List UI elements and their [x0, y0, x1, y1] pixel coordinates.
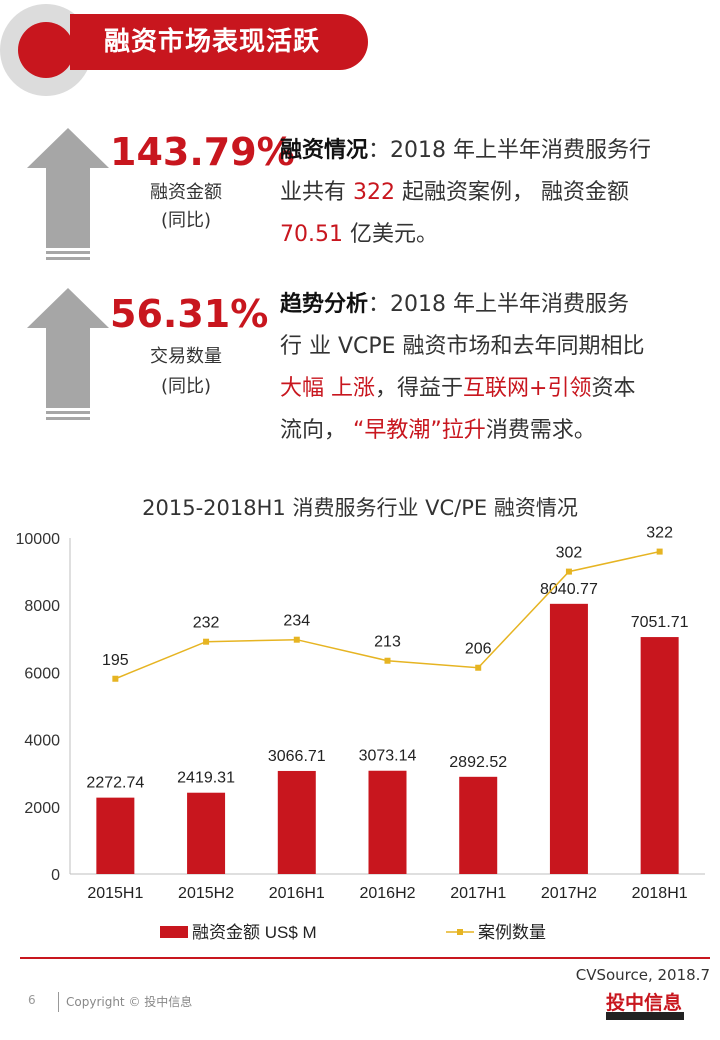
- chart-area: 0 2000 4000 6000 8000 10000 2272.74 2015H1 2419.…: [16, 525, 705, 942]
- bar-data-label: 2272.74: [86, 775, 144, 792]
- bar: [549, 603, 588, 874]
- stat1-label: 融资金额: [150, 182, 222, 203]
- bar: [459, 776, 498, 874]
- footer-divider: [20, 957, 710, 959]
- stat1-value: 143.79%: [110, 130, 295, 174]
- line-data-label: 232: [193, 615, 220, 632]
- brand-logo: 投中信息: [606, 992, 683, 1014]
- legend-line-marker: [457, 929, 463, 935]
- bar-data-label: 3073.14: [359, 748, 417, 765]
- stat2-label: 交易数量: [150, 346, 222, 367]
- stat1-label-yoy: (同比): [160, 210, 212, 231]
- up-arrow-icon: [27, 288, 109, 420]
- page-number: 6: [28, 993, 36, 1007]
- line-point: [293, 636, 300, 643]
- line-data-label: 213: [374, 634, 401, 651]
- bar-data-label: 3066.71: [268, 748, 326, 765]
- source-note: CVSource, 2018.7: [575, 966, 710, 984]
- bar: [368, 770, 407, 874]
- para-heading: 趋势分析: [280, 292, 369, 317]
- line-point: [656, 548, 663, 555]
- footer-separator: [58, 992, 59, 1012]
- stat2-value: 56.31%: [110, 292, 269, 336]
- x-tick-label: 2015H1: [87, 885, 143, 902]
- bar-data-label: 7051.71: [631, 614, 689, 631]
- bar-data-label: 2892.52: [449, 754, 507, 771]
- y-tick-label: 2000: [24, 800, 60, 817]
- x-tick-label: 2016H1: [269, 885, 325, 902]
- y-tick-label: 6000: [24, 665, 60, 682]
- line-data-label: 322: [646, 525, 673, 542]
- line-point: [112, 675, 119, 682]
- line-data-label: 302: [556, 545, 583, 562]
- stat1-paragraph: 融资情况：2018 年上半年消费服务行 业共有 322 起融资案例， 融资金额 …: [280, 138, 651, 247]
- line-point: [384, 657, 391, 664]
- up-arrow-icon: [27, 128, 109, 260]
- line-data-label: 206: [465, 641, 492, 658]
- y-tick-label: 4000: [24, 733, 60, 750]
- line-data-label: 234: [283, 613, 310, 630]
- legend-line-label: 案例数量: [478, 923, 546, 942]
- line-data-label: 195: [102, 652, 129, 669]
- x-tick-label: 2015H2: [178, 885, 234, 902]
- bar: [277, 770, 316, 874]
- bar: [187, 792, 226, 874]
- legend-bar-swatch: [160, 926, 188, 938]
- y-tick-label: 8000: [24, 598, 60, 615]
- line-point: [565, 568, 572, 575]
- header-dot: [18, 22, 74, 78]
- x-tick-label: 2016H2: [359, 885, 415, 902]
- x-tick-label: 2018H1: [632, 885, 688, 902]
- bar-data-label: 8040.77: [540, 581, 598, 598]
- bar: [640, 637, 679, 874]
- copyright: Copyright © 投中信息: [66, 995, 193, 1009]
- bar: [96, 797, 135, 874]
- y-tick-label: 10000: [16, 531, 61, 548]
- bar-data-label: 2419.31: [177, 770, 235, 787]
- stat2-label-yoy: (同比): [160, 376, 212, 397]
- y-tick-label: 0: [51, 867, 60, 884]
- header-bar: [70, 14, 368, 70]
- chart-title: 2015-2018H1 消费服务行业 VC/PE 融资情况: [142, 496, 578, 520]
- para-heading: 融资情况: [280, 138, 369, 163]
- x-tick-label: 2017H2: [541, 885, 597, 902]
- stat2-paragraph: 趋势分析：2018 年上半年消费服务 行 业 VCPE 融资市场和去年同期相比 …: [280, 292, 645, 443]
- line-point: [475, 664, 482, 671]
- line-point: [203, 638, 210, 645]
- brand-logo-bar: [606, 1012, 684, 1020]
- x-tick-label: 2017H1: [450, 885, 506, 902]
- page-title: 融资市场表现活跃: [104, 27, 321, 57]
- legend-bar-label: 融资金额 US$ M: [192, 923, 317, 942]
